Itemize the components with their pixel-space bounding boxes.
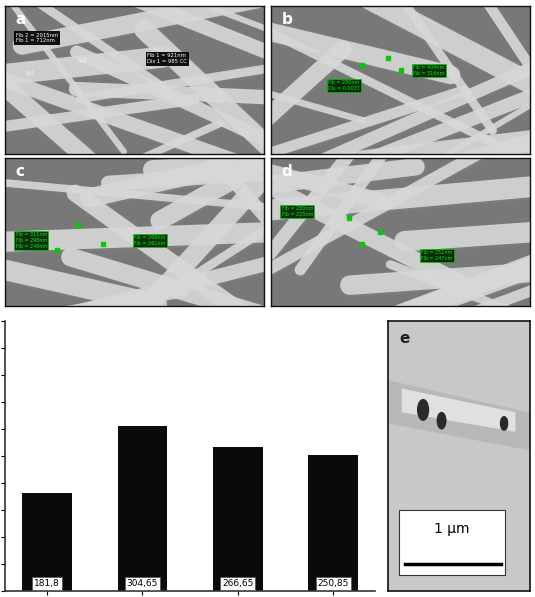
Bar [308,456,358,591]
Text: Fib = 280nm
Dis = 0.0037: Fib = 280nm Dis = 0.0037 [328,80,360,91]
Text: d: d [282,164,293,179]
Text: 5μ1: 5μ1 [26,71,35,76]
Polygon shape [387,380,530,450]
Bar [22,493,72,591]
Text: Fib 2 = 2015nm
Fib 1 = 712nm: Fib 2 = 2015nm Fib 1 = 712nm [16,33,58,44]
Text: 250,85: 250,85 [317,578,349,588]
Text: 5μ2: 5μ2 [78,58,87,63]
Text: Fib = 311nm
Fib = 298nm
Fib = 249nm: Fib = 311nm Fib = 298nm Fib = 249nm [16,232,47,249]
Text: 181,8: 181,8 [34,578,60,588]
Text: Fib = 251nm
Fib = 247nm: Fib = 251nm Fib = 247nm [421,250,453,261]
Text: Fib = 404nm
Fib = 316nm: Fib = 404nm Fib = 316nm [414,65,445,76]
Text: e: e [399,331,409,346]
FancyBboxPatch shape [399,510,506,575]
Text: c: c [16,164,25,179]
Bar [118,426,167,591]
Text: a: a [16,12,26,27]
Text: 1 μm: 1 μm [434,522,470,536]
Text: Fib = 280nm
Fib = 225nm: Fib = 280nm Fib = 225nm [282,206,313,217]
Text: 266,65: 266,65 [222,578,254,588]
Text: b: b [282,12,293,27]
Circle shape [437,413,446,429]
Text: Fib 1 = 921nm
Dis 1 = 985 CC: Fib 1 = 921nm Dis 1 = 985 CC [148,53,187,64]
Polygon shape [402,389,515,432]
Circle shape [501,417,508,430]
Bar [213,447,263,591]
Text: Fib = 266nm
Fib = 261nm: Fib = 266nm Fib = 261nm [134,235,166,246]
Text: 304,65: 304,65 [127,578,158,588]
Circle shape [418,399,429,420]
